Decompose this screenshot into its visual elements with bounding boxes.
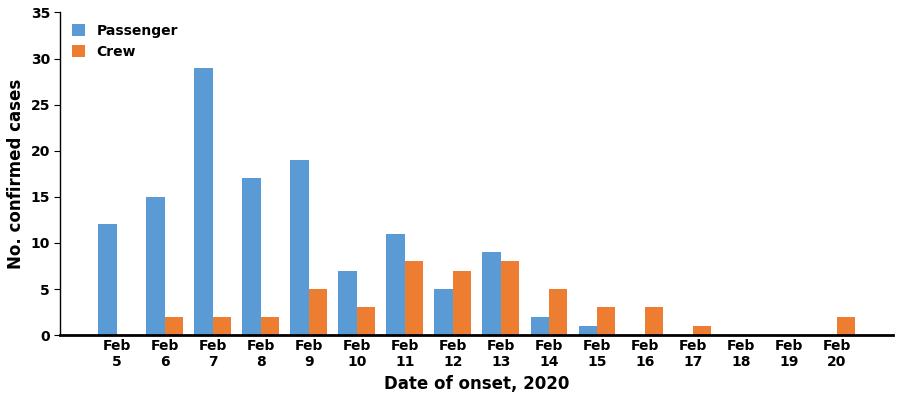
Bar xyxy=(579,326,597,335)
Bar xyxy=(644,308,663,335)
Bar xyxy=(309,289,327,335)
Bar xyxy=(147,197,165,335)
Bar xyxy=(597,308,615,335)
Y-axis label: No. confirmed cases: No. confirmed cases xyxy=(7,79,25,269)
Bar xyxy=(693,326,711,335)
Bar xyxy=(98,224,116,335)
Bar xyxy=(405,261,423,335)
Bar xyxy=(435,289,453,335)
X-axis label: Date of onset, 2020: Date of onset, 2020 xyxy=(384,375,570,393)
Bar xyxy=(453,270,471,335)
Bar xyxy=(291,160,309,335)
Bar xyxy=(338,270,356,335)
Bar xyxy=(837,317,855,335)
Bar xyxy=(356,308,375,335)
Bar xyxy=(194,68,212,335)
Bar xyxy=(482,252,500,335)
Bar xyxy=(165,317,183,335)
Bar xyxy=(261,317,279,335)
Bar xyxy=(212,317,230,335)
Legend: Passenger, Crew: Passenger, Crew xyxy=(68,19,182,63)
Bar xyxy=(386,234,405,335)
Bar xyxy=(530,317,549,335)
Bar xyxy=(549,289,567,335)
Bar xyxy=(500,261,519,335)
Bar xyxy=(242,178,261,335)
